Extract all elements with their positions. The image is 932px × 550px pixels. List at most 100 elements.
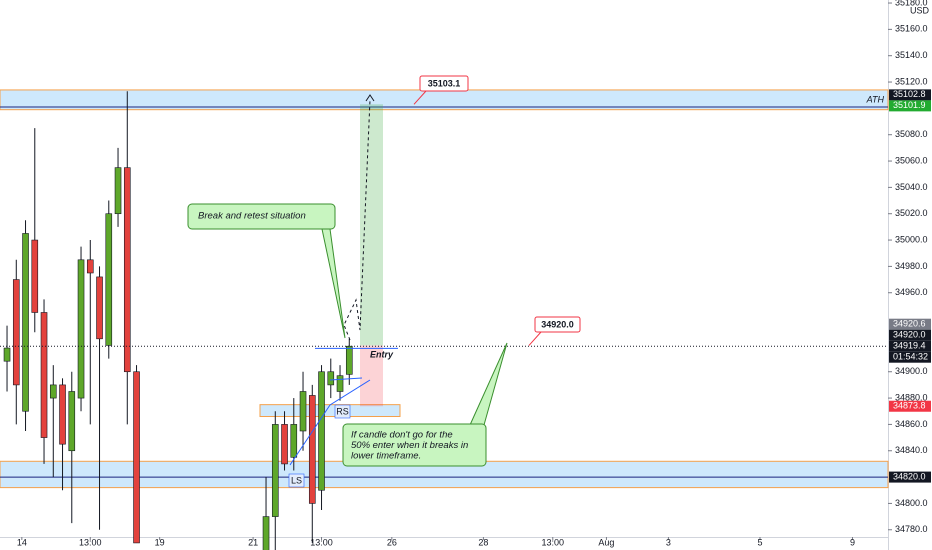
- countdown-tag: [889, 351, 931, 363]
- x-tick-label: 5: [757, 537, 762, 547]
- drawings: ATH 35103.1 34920.0 Break and retest situat…: [0, 75, 888, 488]
- y-tick-label: 34860.0: [895, 419, 928, 429]
- note-box: [187, 203, 336, 230]
- candle-body: [262, 516, 270, 550]
- candle-body: [31, 239, 39, 313]
- price-tag: [889, 100, 931, 112]
- y-tick-label: 35000.0: [895, 234, 928, 244]
- note-text: 50% enter when it breaks in: [351, 440, 468, 451]
- y-tick-label: 34980.0: [895, 261, 928, 271]
- target-area: [360, 104, 383, 346]
- callout-box: [419, 75, 469, 92]
- entry-label: Entry: [370, 349, 394, 359]
- x-tick-label: 13:00: [79, 537, 102, 547]
- price-tag-label: 34873.8: [893, 401, 926, 411]
- price-tag-label: 34920.6: [893, 319, 926, 329]
- candle-body: [308, 395, 316, 504]
- rs-box: [334, 404, 351, 419]
- candle-body: [22, 233, 29, 412]
- candle-body: [3, 347, 11, 362]
- price-tag: [889, 329, 931, 341]
- candle-body: [105, 213, 113, 346]
- y-tick-label: 34800.0: [895, 498, 928, 508]
- price-tag: [889, 400, 931, 412]
- note-text: lower timeframe.: [351, 451, 421, 462]
- note-pointer: [321, 228, 346, 339]
- candle-body: [290, 424, 298, 458]
- y-tick-label: 34780.0: [895, 524, 928, 534]
- x-tick-label: 14: [17, 537, 27, 547]
- y-tick-label: 35080.0: [895, 129, 928, 139]
- x-tick-label: 26: [387, 537, 397, 547]
- callout-box: [534, 316, 581, 333]
- candle-body: [133, 371, 140, 544]
- candle-body: [318, 371, 325, 491]
- arrow-head: [365, 94, 375, 102]
- rs-label: RS: [336, 406, 349, 416]
- x-tick-label: 13:00: [542, 537, 565, 547]
- price-tag-label: 34920.0: [893, 330, 926, 340]
- countdown-label: 01:54:32: [893, 352, 928, 362]
- price-tag: [889, 471, 931, 483]
- candle-body: [59, 384, 66, 445]
- x-tick-label: Aug: [598, 537, 614, 547]
- price-tag-label: 35101.9: [893, 100, 926, 110]
- x-tick-label: 13:00: [310, 537, 333, 547]
- x-tick-label: 9: [850, 537, 855, 547]
- candle-body: [114, 167, 122, 215]
- candle-body: [345, 345, 353, 375]
- callout-label: 35103.1: [428, 78, 461, 88]
- candle-body: [271, 424, 279, 517]
- callout-label: 34920.0: [541, 319, 574, 329]
- y-tick-label: 34960.0: [895, 287, 928, 297]
- projection: [343, 99, 371, 341]
- y-tick-label: 35040.0: [895, 182, 928, 192]
- candle-body: [299, 391, 307, 432]
- candle-body: [12, 279, 20, 386]
- y-tick-label: 35060.0: [895, 155, 928, 165]
- candle-body: [68, 391, 76, 452]
- note-pointer: [469, 342, 508, 426]
- candle-body: [281, 424, 288, 465]
- price-tag: [889, 340, 931, 352]
- price-tag-label: 35102.8: [893, 89, 926, 99]
- x-tick-label: 3: [666, 537, 671, 547]
- candle-body: [96, 276, 103, 340]
- axis: USD35180.035160.035140.035120.035080.035…: [17, 0, 931, 547]
- callout-pointer: [413, 90, 427, 105]
- candle-body: [77, 259, 85, 399]
- currency-label: USD: [910, 5, 930, 15]
- y-tick-label: 35160.0: [895, 24, 928, 34]
- x-tick-label: 21: [248, 537, 258, 547]
- zone: [259, 404, 401, 418]
- candle-body: [40, 312, 48, 438]
- candle-body: [327, 371, 335, 386]
- note-box: [342, 423, 487, 467]
- candle-body: [49, 384, 57, 399]
- note-text: Break and retest situation: [198, 211, 306, 222]
- stop-area: [360, 345, 383, 407]
- candle-body: [336, 375, 344, 392]
- y-tick-label: 35020.0: [895, 208, 928, 218]
- x-tick-label: 28: [478, 537, 488, 547]
- y-tick-label: 35180.0: [895, 0, 928, 7]
- y-tick-label: 35140.0: [895, 50, 928, 60]
- callout-pointer: [528, 331, 542, 346]
- pattern-lines: [289, 377, 371, 466]
- ls-box: [288, 473, 305, 488]
- ath-label: ATH: [866, 94, 885, 104]
- price-tag-label: 34919.4: [893, 341, 926, 351]
- price-tag: [889, 89, 931, 101]
- price-tag: [889, 318, 931, 330]
- y-tick-label: 34900.0: [895, 366, 928, 376]
- x-tick-label: 19: [155, 537, 165, 547]
- price-tag-label: 34820.0: [893, 471, 926, 481]
- y-tick-label: 34840.0: [895, 445, 928, 455]
- note-text: If candle don't go for the: [351, 430, 453, 441]
- candles: [3, 91, 353, 550]
- y-tick-label: 34880.0: [895, 392, 928, 402]
- ls-label: LS: [291, 475, 302, 485]
- y-tick-label: 35120.0: [895, 76, 928, 86]
- candle-body: [123, 167, 131, 373]
